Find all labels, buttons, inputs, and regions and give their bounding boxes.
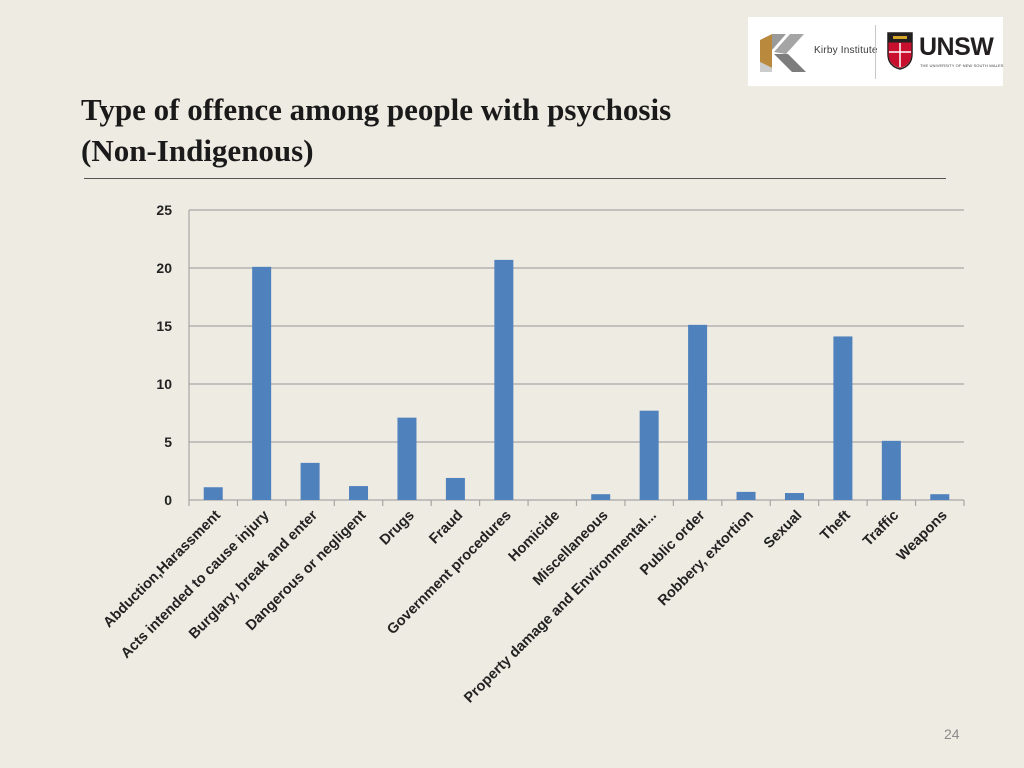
bar-3 bbox=[349, 486, 369, 500]
kirby-institute-wordmark: Kirby Institute bbox=[814, 45, 878, 56]
y-tick-label: 10 bbox=[156, 376, 172, 392]
logo-divider bbox=[875, 25, 876, 79]
bar-9 bbox=[639, 410, 659, 500]
y-tick-label: 15 bbox=[156, 318, 172, 334]
bar-8 bbox=[591, 494, 611, 500]
x-tick-label: Theft bbox=[817, 507, 853, 543]
bar-2 bbox=[300, 462, 320, 500]
x-tick-label: Sexual bbox=[761, 508, 805, 552]
bar-4 bbox=[397, 417, 417, 500]
x-tick-label: Drugs bbox=[377, 508, 418, 549]
bar-14 bbox=[881, 440, 901, 500]
unsw-subtext: THE UNIVERSITY OF NEW SOUTH WALES bbox=[920, 63, 1004, 68]
slide-title-line-2: (Non-Indigenous) bbox=[81, 133, 314, 168]
y-tick-labels: 0 5 10 15 20 25 bbox=[156, 202, 172, 508]
bar-0 bbox=[203, 487, 223, 500]
slide-title: Type of offence among people with psycho… bbox=[81, 89, 671, 171]
bar-5 bbox=[445, 477, 465, 500]
unsw-wordmark: UNSW bbox=[919, 33, 994, 61]
y-tick-label: 20 bbox=[156, 260, 172, 276]
bar-13 bbox=[833, 336, 853, 500]
y-tick-label: 25 bbox=[156, 202, 172, 218]
bar-11 bbox=[736, 491, 756, 500]
bar-10 bbox=[688, 324, 708, 500]
logo-area: Kirby Institute UNSW THE UNIVERSITY OF N… bbox=[748, 17, 1003, 86]
slide-title-line-1: Type of offence among people with psycho… bbox=[81, 92, 672, 127]
title-divider bbox=[84, 178, 946, 179]
page-number: 24 bbox=[944, 726, 960, 742]
kirby-institute-logo-icon bbox=[760, 34, 806, 72]
bar-1 bbox=[252, 266, 272, 500]
x-tick-label: Robbery, extortion bbox=[655, 508, 757, 610]
x-tick-label: Fraud bbox=[426, 508, 466, 548]
bar-15 bbox=[930, 494, 950, 500]
x-tick-label: Traffic bbox=[860, 508, 902, 550]
unsw-crest-icon bbox=[887, 32, 913, 70]
bars bbox=[203, 259, 950, 500]
bar-6 bbox=[494, 259, 514, 500]
y-tick-label: 0 bbox=[164, 492, 172, 508]
bar-12 bbox=[784, 493, 804, 500]
y-tick-label: 5 bbox=[164, 434, 172, 450]
x-tick-label: Weapons bbox=[894, 508, 951, 565]
